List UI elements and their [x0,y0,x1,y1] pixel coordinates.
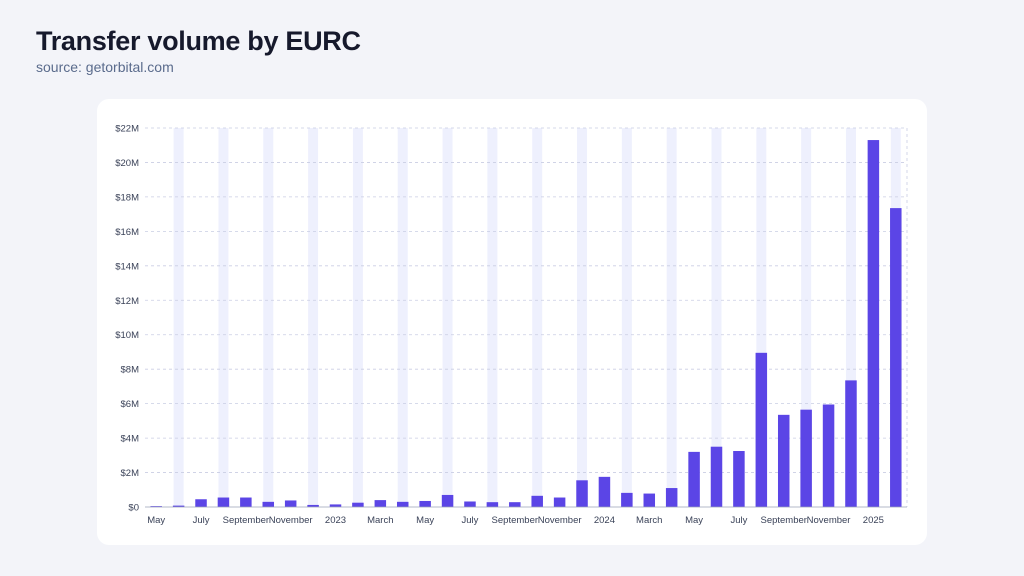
bar [217,497,230,507]
column-band [711,128,722,507]
x-tick-label: 2024 [594,515,615,526]
x-tick-label: November [538,515,582,526]
bar [845,380,857,507]
bar [486,502,499,507]
column-band [487,128,498,507]
bar [195,499,207,507]
chart-card: $0 $2M $4M $6M $8M $10M $12M $14M $16M $18M $20M $2… [97,99,927,545]
bar [240,497,252,507]
bar [419,500,431,507]
x-tick-label: May [147,515,165,526]
x-tick-label: May [416,515,434,526]
x-tick-label: September [760,515,806,526]
x-tick-label: November [269,515,313,526]
bar [531,495,543,507]
column-band [352,128,363,507]
bar [777,414,790,507]
y-tick-label: $4M [121,434,140,445]
bar [262,501,275,507]
bar-chart: $0 $2M $4M $6M $8M $10M $12M $14M $16M $18M $20M $2… [115,124,908,526]
x-tick-label: July [193,515,210,526]
x-tick-label: March [636,515,662,526]
y-tick-label: $14M [115,261,139,272]
y-tick-label: $0 [128,503,139,514]
bar [665,488,678,507]
bar [441,494,454,507]
bar [755,352,768,507]
bar [576,480,588,507]
x-tick-label: July [730,515,747,526]
bar [822,404,835,507]
chart-subtitle: source: getorbital.com [36,59,174,75]
bar [733,451,745,507]
bar [352,502,364,507]
bar [621,492,633,507]
x-tick-label: September [492,515,538,526]
column-band [666,128,677,507]
bar [688,451,700,507]
bar [374,500,387,507]
bar [800,409,812,507]
column-band [577,128,588,507]
bar [643,493,656,507]
x-tick-label: May [685,515,703,526]
bar [710,446,723,507]
y-tick-label: $18M [115,192,139,203]
y-tick-label: $12M [115,296,139,307]
x-tick-label: November [807,515,851,526]
y-tick-label: $8M [121,365,140,376]
bar [890,208,902,507]
bar [150,506,162,507]
bar [284,500,297,507]
column-band [308,128,319,507]
column-band [532,128,543,507]
column-band [756,128,767,507]
column-band [845,128,856,507]
chart-title: Transfer volume by EURC [36,26,361,56]
y-tick-label: $2M [121,468,140,479]
column-band [442,128,453,507]
y-tick-label: $6M [121,399,140,410]
column-band [173,128,184,507]
x-tick-label: 2025 [863,515,884,526]
bar [172,505,185,507]
y-tick-label: $22M [115,124,139,135]
column-band [263,128,274,507]
column-band [218,128,229,507]
column-band [801,128,812,507]
y-tick-label: $16M [115,227,139,238]
y-tick-label: $10M [115,330,139,341]
bar [598,476,611,507]
bar [396,501,409,507]
column-band [621,128,632,507]
x-tick-label: March [367,515,393,526]
bar [464,501,476,507]
bar [553,497,566,507]
bar [329,504,342,507]
bar [867,140,880,507]
column-band [397,128,408,507]
y-tick-label: $20M [115,158,139,169]
bar [509,502,521,507]
x-tick-label: September [223,515,269,526]
x-tick-label: 2023 [325,515,346,526]
x-tick-label: July [462,515,479,526]
bar [307,504,319,507]
